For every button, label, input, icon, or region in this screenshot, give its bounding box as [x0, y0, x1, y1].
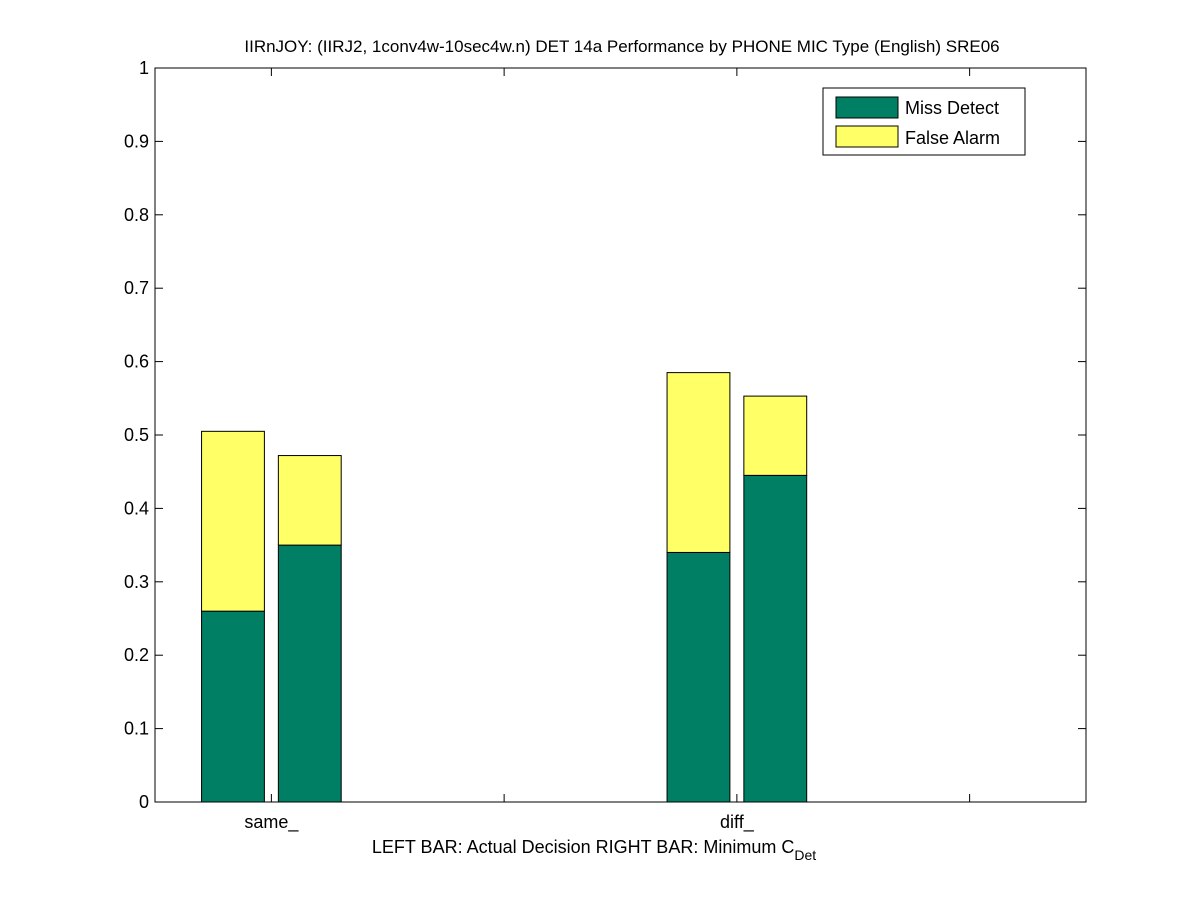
- y-tick-label: 0.1: [124, 719, 149, 739]
- x-tick-label: same_: [244, 812, 299, 833]
- y-tick-label: 0.8: [124, 205, 149, 225]
- y-tick-label: 0.9: [124, 131, 149, 151]
- ticks-group: 0 0.1 0.2 0.3 0.4 0.5 0.6 0.7 0.8 0.9 1 same_ diff_: [124, 58, 1086, 833]
- bar-false-alarm-same-left: [201, 430, 265, 612]
- y-tick-label: 0.7: [124, 278, 149, 298]
- x-axis-label-subscript: Det: [794, 847, 816, 863]
- y-tick-label: 0.5: [124, 425, 149, 445]
- y-tick-label: 0.6: [124, 352, 149, 372]
- legend-swatch-false-alarm: [835, 125, 899, 148]
- bar-false-alarm-diff-left: [666, 372, 731, 553]
- legend-label-miss-detect: Miss Detect: [905, 98, 999, 118]
- bar-miss-detect-diff-right: [743, 474, 808, 803]
- x-axis-label: LEFT BAR: Actual Decision RIGHT BAR: Min…: [372, 837, 816, 863]
- y-tick-label: 0.3: [124, 572, 149, 592]
- y-tick-label: 0.2: [124, 645, 149, 665]
- legend: Miss Detect False Alarm: [822, 87, 1026, 156]
- plot-frame: [154, 67, 1087, 803]
- x-axis-label-main: LEFT BAR: Actual Decision RIGHT BAR: Min…: [372, 837, 794, 857]
- chart-title: IIRnJOY: (IIRJ2, 1conv4w-10sec4w.n) DET …: [244, 37, 999, 56]
- legend-swatch-miss-detect: [835, 96, 899, 119]
- bars-group: [201, 372, 808, 803]
- bar-miss-detect-same-right: [277, 544, 342, 803]
- y-tick-label: 0: [139, 792, 149, 812]
- bar-false-alarm-same-right: [277, 455, 342, 546]
- y-tick-label: 1: [139, 58, 149, 78]
- bar-false-alarm-diff-right: [743, 395, 808, 476]
- bar-miss-detect-diff-left: [666, 551, 731, 803]
- legend-label-false-alarm: False Alarm: [905, 128, 1000, 148]
- y-tick-label: 0.4: [124, 498, 149, 518]
- x-tick-label: diff_: [720, 812, 755, 833]
- bar-miss-detect-same-left: [201, 610, 265, 803]
